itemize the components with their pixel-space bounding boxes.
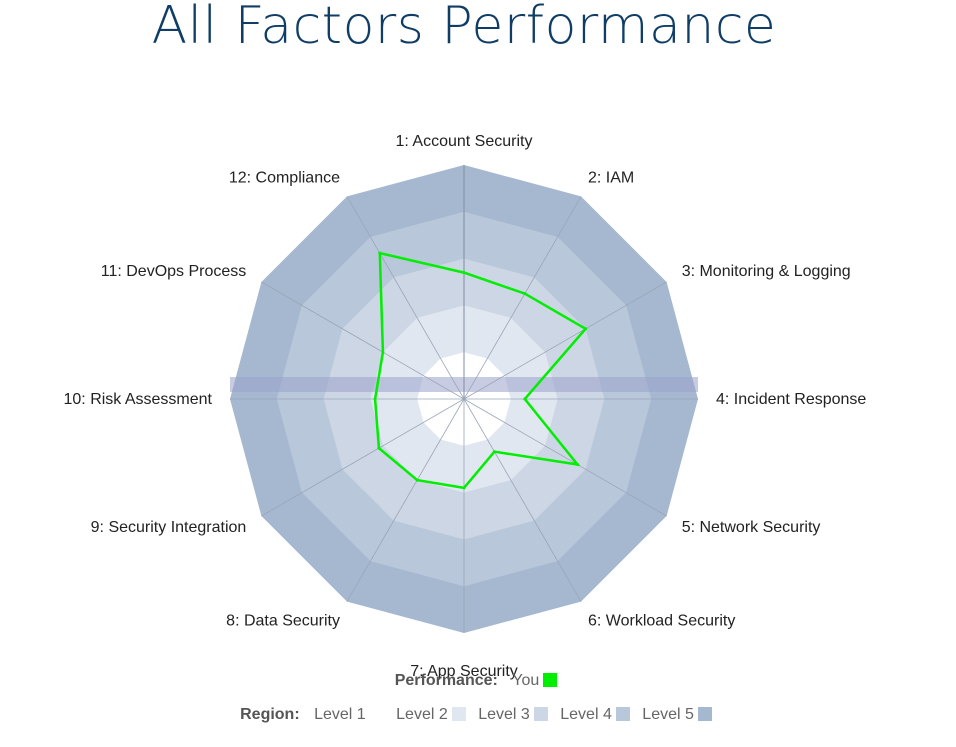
axis-label-1: 1: Account Security [396, 133, 533, 150]
axis-line-11 [261, 281, 465, 400]
axis-line-9 [261, 398, 465, 517]
axis-line-5 [463, 398, 667, 517]
axis-lines [230, 165, 698, 633]
axis-label-12: 12: Compliance [229, 169, 340, 186]
legend-swatch-level-5 [697, 707, 712, 721]
legend-item-level-3[interactable]: Level 3 [478, 706, 548, 724]
axis-label-3: 3: Monitoring & Logging [682, 263, 851, 280]
series-you-point-10[interactable] [373, 397, 377, 401]
legend-item-level-2[interactable]: Level 2 [396, 706, 466, 724]
axis-line-2 [463, 196, 582, 400]
axis-label-5: 5: Network Security [682, 519, 821, 536]
performance-legend: Performance: You [0, 672, 956, 690]
axis-label-11: 11: DevOps Process [101, 263, 247, 280]
legend-item-level-4[interactable]: Level 4 [560, 706, 630, 724]
axis-label-6: 6: Workload Security [588, 613, 735, 630]
legend-item-level-5[interactable]: Level 5 [642, 706, 712, 724]
legend-swatch-you [543, 673, 558, 687]
series-you-point-9[interactable] [377, 446, 381, 450]
axis-line-6 [463, 398, 582, 602]
legend-swatch-level-2 [451, 707, 466, 721]
series-layer [373, 251, 588, 490]
series-you-point-8[interactable] [415, 478, 419, 482]
chart-title: All Factors Performance [151, 0, 777, 56]
series-you-point-2[interactable] [523, 292, 527, 296]
series-you-point-1[interactable] [462, 271, 466, 275]
region-legend-label: Region: [240, 706, 300, 723]
axis-line-12 [346, 196, 465, 400]
axis-label-9: 9: Security Integration [91, 519, 247, 536]
legend-item-level-5-label: Level 5 [642, 706, 694, 723]
axis-label-4: 4: Incident Response [716, 391, 866, 408]
performance-legend-label: Performance: [394, 672, 498, 689]
legend-swatch-level-1 [369, 707, 384, 721]
axis-label-8: 8: Data Security [226, 613, 340, 630]
series-you-point-3[interactable] [584, 327, 588, 331]
legend-item-level-1-label: Level 1 [314, 706, 366, 723]
series-you-point-11[interactable] [381, 350, 385, 354]
axis-label-10: 10: Risk Assessment [64, 391, 213, 408]
legend-item-you-label: You [512, 672, 540, 689]
legend-item-level-1[interactable]: Level 1 [314, 706, 384, 724]
series-you-point-6[interactable] [492, 450, 496, 454]
axis-label-7: 7: App Security [410, 663, 518, 680]
axis-line-3 [463, 281, 667, 400]
series-you-point-4[interactable] [523, 397, 527, 401]
region-legend: Region: Level 1 Level 2 Level 3 Level 4 … [0, 706, 956, 724]
axis-line-8 [346, 398, 465, 602]
axis-labels: 1: Account Security 2: IAM 3: Monitoring &… [64, 133, 867, 680]
legend-item-level-2-label: Level 2 [396, 706, 448, 723]
legend-swatch-level-3 [533, 707, 548, 721]
series-you-point-5[interactable] [576, 463, 579, 466]
legend-swatch-level-4 [615, 707, 630, 721]
legend-item-you[interactable]: You [512, 672, 558, 690]
legend-item-level-4-label: Level 4 [560, 706, 612, 723]
legend-item-level-3-label: Level 3 [478, 706, 530, 723]
series-you-point-7[interactable] [462, 486, 466, 490]
series-you-point-12[interactable] [378, 251, 382, 255]
axis-label-2: 2: IAM [588, 169, 634, 186]
